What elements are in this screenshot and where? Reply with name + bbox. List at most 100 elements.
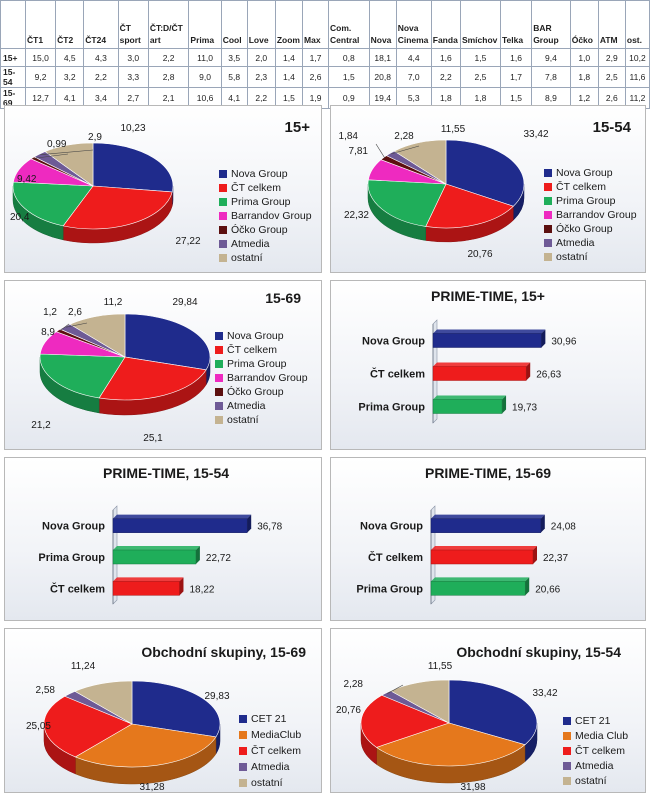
legend-swatch [544, 197, 552, 205]
pie-value-label: 2,58 [36, 685, 56, 696]
table-cell: 1,5 [328, 66, 370, 88]
bar-side [247, 514, 252, 533]
table-row-label: 15-69 [0, 87, 26, 109]
bar-value-label: 18,22 [189, 584, 214, 595]
table-cell: 2,6 [597, 87, 626, 109]
table-cell: 1,5 [459, 48, 501, 67]
legend-label: ČT celkem [231, 181, 281, 194]
table-cell: 9,4 [531, 48, 571, 67]
category-label: ČT celkem [370, 368, 425, 381]
legend-swatch [563, 732, 571, 740]
pie-leader-line [391, 145, 420, 155]
legend-label: ČT celkem [575, 744, 625, 757]
legend-swatch [215, 402, 223, 410]
pie-value-label: 1,2 [43, 307, 57, 318]
bar-panel-prime-15-54: PRIME-TIME, 15-54 Nova Group 36,78 Prima Gr… [4, 457, 322, 621]
chart-title: Obchodní skupiny, 15-69 [141, 644, 306, 660]
pie-value-label: 33,42 [523, 129, 548, 140]
bar [112, 518, 248, 533]
bar [430, 518, 542, 533]
legend-label: Prima Group [231, 196, 291, 208]
pie-slice [389, 679, 450, 724]
bar-side [533, 546, 538, 564]
legend-swatch [219, 226, 227, 234]
legend-label: Media Club [575, 730, 628, 742]
bar [432, 333, 542, 348]
bar-side [525, 577, 530, 596]
legend-label: Óčko Group [556, 222, 613, 235]
table-cell: 2,3 [246, 66, 276, 88]
table-cell: 1,4 [274, 66, 304, 88]
legend-swatch [563, 717, 571, 725]
pie-panel-15-69: 29,84 25,1 21,2 8,9 1,2 2,6 11,2 15-69 Nova Grou… [4, 280, 322, 450]
legend: CET 21 Media Club ČT celkem Atmedia ostatní [563, 715, 628, 787]
table-header-cell: ost. [624, 0, 650, 49]
pie-value-label: 33,42 [532, 688, 557, 699]
table-cell: 3,3 [117, 66, 149, 88]
chart-title: PRIME-TIME, 15-69 [425, 465, 551, 481]
pie-value-label: 29,83 [204, 691, 229, 702]
table-cell: 10,2 [624, 48, 650, 67]
pie-panel-obchodni-15-54: 33,42 31,98 20,76 2,28 11,55 Obchodní skupiny… [330, 628, 646, 793]
pie-slice [98, 356, 207, 401]
legend-label: Atmedia [556, 237, 595, 249]
category-label: ČT celkem [50, 582, 105, 595]
pie-slice [131, 680, 221, 738]
legend-label: Nova Group [227, 330, 284, 342]
bar-value-label: 20,66 [535, 584, 560, 595]
legend-label: ČT celkem [227, 343, 277, 356]
legend-swatch [219, 170, 227, 178]
bar-value-label: 26,63 [536, 370, 561, 381]
table-cell: 9,0 [188, 66, 222, 88]
table-header-cell: BAR Group [531, 0, 571, 49]
category-label: Prima Group [356, 583, 423, 595]
pie-slice [62, 185, 173, 230]
table-header-cell: ATM [597, 0, 626, 49]
bar-value-label: 22,37 [543, 553, 568, 564]
bar-side [502, 395, 507, 414]
table-header-cell: Com. Central [328, 0, 370, 49]
pie-slice [445, 139, 525, 207]
legend-swatch [215, 388, 223, 396]
legend-label: Nova Group [556, 167, 613, 179]
pie-value-label: 25,05 [26, 721, 51, 732]
legend-label: Barrandov Group [556, 209, 637, 221]
pie-slices [12, 142, 174, 230]
pie-slice [12, 181, 94, 227]
legend-swatch [215, 374, 223, 382]
table-cell: 7,8 [531, 66, 571, 88]
table-cell: 1,9 [302, 87, 330, 109]
legend-swatch [563, 762, 571, 770]
bar-side [179, 577, 184, 596]
table-header-cell: Óčko [569, 0, 599, 49]
table-cell: 2,2 [246, 87, 276, 109]
table-cell: 1,8 [430, 87, 461, 109]
legend-label: Barrandov Group [231, 210, 312, 222]
legend-label: ČT celkem [251, 744, 301, 757]
bar-top [431, 514, 545, 519]
bar-top [431, 577, 530, 582]
category-label: Prima Group [358, 402, 425, 414]
legend-label: Prima Group [227, 358, 287, 370]
table-header-cell: ČT:D/ČT art [147, 0, 190, 49]
legend-swatch [215, 346, 223, 354]
legend-swatch [544, 239, 552, 247]
bar [432, 366, 527, 381]
pie-leader-line [40, 149, 94, 155]
table-row: 15-54 9,2 3,2 2,2 3,3 2,8 9,0 5,8 2,3 1,4 2,6 1,5 20… [0, 66, 650, 88]
table-cell: 0,9 [328, 87, 370, 109]
chart-title: 15-69 [265, 290, 301, 306]
table-cell: 2,5 [597, 66, 626, 88]
category-label: Nova Group [42, 521, 105, 533]
pie-slice [43, 695, 133, 758]
legend-label: Óčko Group [227, 385, 284, 398]
pie-chart: 29,83 31,28 25,05 2,58 11,24 Obchodní skupiny… [26, 644, 306, 792]
pie-value-label: 11,55 [428, 661, 453, 672]
table-cell: 3,4 [83, 87, 119, 109]
pie-value-label: 2,6 [68, 307, 82, 318]
legend-label: Atmedia [231, 238, 270, 250]
table-header-row: ČT1 ČT2 ČT24 ČT sport ČT:D/ČT art Prima Cool Lo… [0, 0, 650, 49]
bar-value-label: 22,72 [206, 553, 231, 564]
legend-swatch [219, 198, 227, 206]
